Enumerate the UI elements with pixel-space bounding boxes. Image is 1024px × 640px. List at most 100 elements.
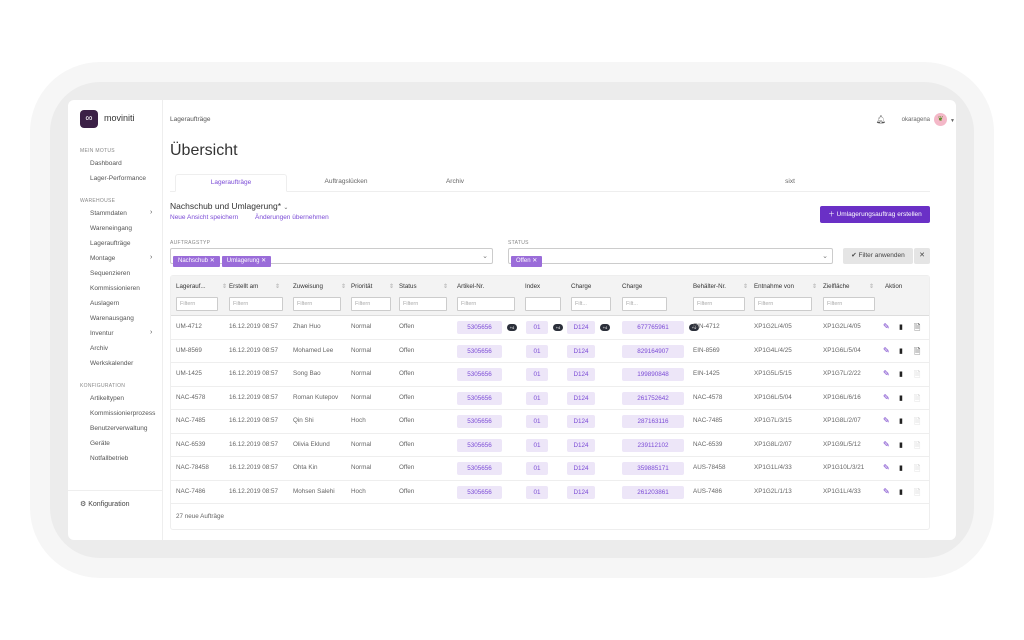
value-chip[interactable]: 287163116 bbox=[622, 415, 684, 428]
value-chip[interactable]: 01 bbox=[526, 368, 548, 381]
status-select[interactable]: Offen ✕ ⌄ bbox=[508, 248, 833, 267]
sort-icon[interactable]: ⇕ bbox=[275, 284, 281, 290]
sidebar-item[interactable]: Stammdaten bbox=[90, 210, 127, 217]
value-chip[interactable]: 01 bbox=[526, 485, 548, 499]
table-row[interactable]: NAC-7486 16.12.2019 08:57 Mohsen Salehi Hoc… bbox=[171, 481, 929, 504]
table-row[interactable]: NAC-7485 16.12.2019 08:57 Qin Shi Hoch Offen… bbox=[171, 410, 929, 434]
delete-icon[interactable]: ▮ bbox=[899, 347, 903, 355]
save-view-link[interactable]: Neue Ansicht speichern bbox=[170, 214, 239, 221]
value-chip[interactable]: 01 bbox=[526, 321, 548, 334]
column-header[interactable]: Index bbox=[525, 283, 541, 290]
edit-icon[interactable]: ✎ bbox=[883, 345, 890, 355]
edit-icon[interactable]: ✎ bbox=[883, 392, 890, 402]
table-row[interactable]: UM-1425 16.12.2019 08:57 Song Bao Normal Off… bbox=[171, 363, 929, 387]
tab-auftragsluecken[interactable]: Auftragslücken bbox=[324, 178, 368, 185]
sort-icon[interactable]: ⇕ bbox=[389, 284, 395, 290]
column-header[interactable]: Behälter-Nr. bbox=[693, 283, 727, 290]
column-filter-input[interactable]: Filtern bbox=[293, 297, 341, 311]
value-chip[interactable]: D124 bbox=[567, 462, 595, 475]
sidebar-item[interactable]: Dashboard bbox=[90, 160, 122, 167]
column-filter-input[interactable] bbox=[525, 297, 561, 311]
document-icon[interactable]: 🗎︎ bbox=[914, 370, 921, 379]
filter-chip[interactable]: Offen ✕ bbox=[511, 256, 543, 267]
sidebar-config-link[interactable]: ⚙ Konfiguration bbox=[80, 500, 130, 508]
view-selector[interactable]: Nachschub und Umlagerung* ⌄ bbox=[170, 201, 288, 211]
close-icon[interactable]: ✕ bbox=[209, 258, 215, 264]
table-row[interactable]: UM-8569 16.12.2019 08:57 Mohamed Lee Normal… bbox=[171, 340, 929, 363]
document-icon[interactable]: 🗎︎ bbox=[914, 323, 921, 332]
edit-icon[interactable]: ✎ bbox=[883, 439, 890, 449]
value-chip[interactable]: 5305656 bbox=[457, 438, 502, 452]
sidebar-item[interactable]: Warenausgang bbox=[90, 315, 134, 322]
sidebar-item[interactable]: Montage bbox=[90, 255, 116, 262]
value-chip[interactable]: 5305656 bbox=[457, 415, 502, 428]
value-chip[interactable]: D124 bbox=[567, 344, 595, 358]
value-chip[interactable]: 199890848 bbox=[622, 368, 684, 381]
column-filter-input[interactable]: Filtern bbox=[351, 297, 391, 311]
value-chip[interactable]: 5305656 bbox=[457, 368, 502, 381]
sidebar-item[interactable]: Archiv bbox=[90, 345, 109, 352]
table-row[interactable]: NAC-4578 16.12.2019 08:57 Roman Kutepov Nor… bbox=[171, 387, 929, 410]
delete-icon[interactable]: ▮ bbox=[899, 441, 903, 449]
edit-icon[interactable]: ✎ bbox=[883, 463, 890, 472]
value-chip[interactable]: 01 bbox=[526, 391, 548, 405]
order-type-select[interactable]: Nachschub ✕ Umlagerung ✕ ⌄ bbox=[170, 248, 493, 267]
sidebar-item[interactable]: Kommissionierprozess bbox=[90, 410, 156, 417]
sidebar-item[interactable]: Wareneingang bbox=[90, 225, 133, 232]
document-icon[interactable]: 🗎︎ bbox=[914, 487, 921, 497]
sidebar-item[interactable]: Benutzerverwaltung bbox=[90, 425, 148, 432]
value-chip[interactable]: 261203861 bbox=[622, 485, 684, 499]
sidebar-item[interactable]: Werkskalender bbox=[90, 360, 134, 367]
clear-filter-button[interactable]: ✕ bbox=[914, 248, 930, 264]
column-header[interactable]: Charge bbox=[571, 283, 592, 290]
table-row[interactable]: NAC-78458 16.12.2019 08:57 Ohta Kin Normal O… bbox=[171, 457, 929, 481]
delete-icon[interactable]: ▮ bbox=[899, 371, 903, 378]
delete-icon[interactable]: ▮ bbox=[899, 418, 903, 425]
close-icon[interactable]: ✕ bbox=[532, 258, 538, 264]
sort-icon[interactable]: ⇕ bbox=[341, 284, 347, 290]
value-chip[interactable]: 239112102 bbox=[622, 438, 684, 452]
apply-filter-button[interactable]: ✔ Filter anwenden bbox=[843, 248, 913, 264]
value-chip[interactable]: 261752642 bbox=[622, 391, 684, 405]
column-filter-input[interactable]: Filtern bbox=[693, 297, 745, 311]
sidebar-item[interactable]: Lager-Performance bbox=[90, 175, 146, 182]
bell-icon[interactable]: 🔔︎ bbox=[875, 115, 886, 124]
document-icon[interactable]: 🗎︎ bbox=[914, 417, 921, 426]
value-chip[interactable]: 359885171 bbox=[622, 462, 684, 475]
value-chip[interactable]: D124 bbox=[567, 391, 595, 405]
more-badge[interactable]: +4 bbox=[689, 324, 699, 331]
value-chip[interactable]: 01 bbox=[526, 344, 548, 358]
edit-icon[interactable]: ✎ bbox=[883, 416, 890, 425]
value-chip[interactable]: 5305656 bbox=[457, 344, 502, 358]
more-badge[interactable]: +4 bbox=[507, 324, 517, 331]
value-chip[interactable]: 5305656 bbox=[457, 462, 502, 475]
chevron-down-icon[interactable]: ▼ bbox=[950, 118, 955, 124]
table-row[interactable]: UM-4712 16.12.2019 08:57 Zhan Huo Normal Off… bbox=[171, 316, 929, 340]
sort-icon[interactable]: ⇕ bbox=[812, 284, 818, 290]
value-chip[interactable]: 01 bbox=[526, 462, 548, 475]
create-transfer-order-button[interactable]: ＋ Umlagerungsauftrag erstellen bbox=[820, 206, 930, 223]
username[interactable]: okaragena bbox=[901, 117, 930, 123]
delete-icon[interactable]: ▮ bbox=[899, 465, 903, 472]
delete-icon[interactable]: ▮ bbox=[899, 394, 903, 402]
column-header[interactable]: Erstellt am bbox=[229, 283, 259, 290]
value-chip[interactable]: 5305656 bbox=[457, 485, 502, 499]
sidebar-item[interactable]: Lageraufträge bbox=[90, 240, 131, 247]
column-header[interactable]: Lagerauf... bbox=[176, 283, 206, 290]
column-header[interactable]: Charge bbox=[622, 283, 643, 290]
column-filter-input[interactable]: Filt... bbox=[571, 297, 611, 311]
column-header[interactable]: Status bbox=[399, 283, 417, 290]
sidebar-item[interactable]: Inventur bbox=[90, 330, 114, 337]
column-header[interactable]: Entnahme von bbox=[754, 283, 794, 290]
table-row[interactable]: NAC-6539 16.12.2019 08:57 Olivia Eklund Nor… bbox=[171, 434, 929, 457]
filter-chip[interactable]: Nachschub ✕ bbox=[173, 256, 220, 267]
value-chip[interactable]: D124 bbox=[567, 485, 595, 499]
document-icon[interactable]: 🗎︎ bbox=[914, 346, 921, 356]
sidebar-item[interactable]: Sequenzieren bbox=[90, 270, 131, 277]
delete-icon[interactable]: ▮ bbox=[899, 488, 903, 496]
value-chip[interactable]: 5305656 bbox=[457, 391, 502, 405]
value-chip[interactable]: D124 bbox=[567, 321, 595, 334]
apply-changes-link[interactable]: Änderungen übernehmen bbox=[255, 214, 329, 221]
edit-icon[interactable]: ✎ bbox=[883, 486, 890, 496]
value-chip[interactable]: D124 bbox=[567, 368, 595, 381]
